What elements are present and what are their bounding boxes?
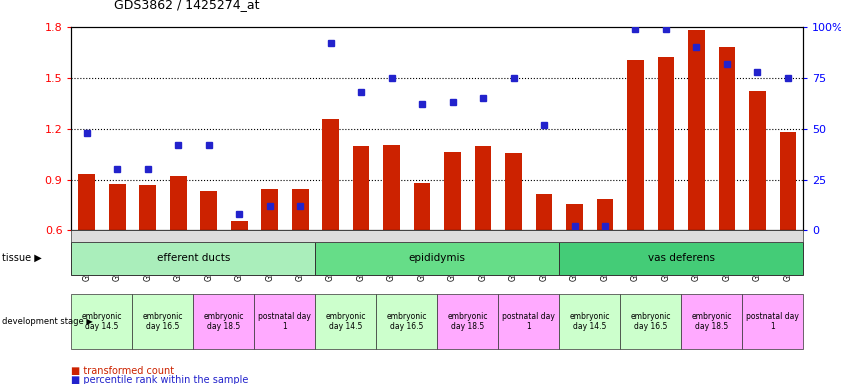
Text: postnatal day
1: postnatal day 1	[746, 312, 799, 331]
Bar	[596, 199, 613, 230]
Bar	[444, 152, 461, 230]
Bar	[170, 176, 187, 230]
Text: embryonic
day 16.5: embryonic day 16.5	[143, 312, 183, 331]
Bar	[414, 183, 431, 230]
Bar	[474, 146, 491, 230]
Text: development stage ▶: development stage ▶	[2, 317, 93, 326]
Bar	[78, 174, 95, 230]
Bar	[140, 185, 156, 230]
Text: epididymis: epididymis	[409, 253, 466, 263]
Bar	[262, 189, 278, 230]
Bar	[627, 60, 644, 230]
Text: ■ transformed count: ■ transformed count	[71, 366, 175, 376]
Bar	[536, 194, 553, 230]
Bar	[505, 153, 522, 230]
Text: embryonic
day 16.5: embryonic day 16.5	[631, 312, 671, 331]
Text: embryonic
day 18.5: embryonic day 18.5	[691, 312, 732, 331]
Bar	[749, 91, 766, 230]
Bar	[200, 190, 217, 230]
Text: efferent ducts: efferent ducts	[156, 253, 230, 263]
Text: embryonic
day 16.5: embryonic day 16.5	[387, 312, 427, 331]
Text: ■ percentile rank within the sample: ■ percentile rank within the sample	[71, 375, 249, 384]
Text: embryonic
day 18.5: embryonic day 18.5	[447, 312, 488, 331]
Text: embryonic
day 18.5: embryonic day 18.5	[204, 312, 244, 331]
Bar	[322, 119, 339, 230]
Bar	[230, 221, 247, 230]
Text: tissue ▶: tissue ▶	[2, 253, 41, 263]
Bar	[352, 146, 369, 230]
Text: postnatal day
1: postnatal day 1	[502, 312, 555, 331]
Bar	[108, 184, 125, 230]
Text: GDS3862 / 1425274_at: GDS3862 / 1425274_at	[114, 0, 259, 12]
Bar	[383, 145, 400, 230]
Bar	[658, 56, 674, 230]
Bar	[780, 132, 796, 230]
Text: embryonic
day 14.5: embryonic day 14.5	[82, 312, 122, 331]
Text: vas deferens: vas deferens	[648, 253, 715, 263]
Text: embryonic
day 14.5: embryonic day 14.5	[325, 312, 366, 331]
Text: embryonic
day 14.5: embryonic day 14.5	[569, 312, 610, 331]
Bar	[688, 30, 705, 230]
Bar	[718, 47, 735, 230]
Text: postnatal day
1: postnatal day 1	[258, 312, 311, 331]
Bar	[292, 189, 309, 230]
Bar	[566, 204, 583, 230]
